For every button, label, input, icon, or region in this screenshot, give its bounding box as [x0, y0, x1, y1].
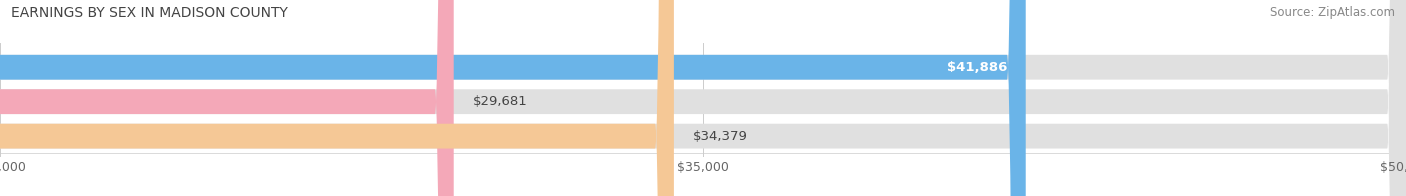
FancyBboxPatch shape: [0, 0, 1026, 196]
Text: $41,886: $41,886: [946, 61, 1007, 74]
FancyBboxPatch shape: [0, 0, 673, 196]
Text: $29,681: $29,681: [472, 95, 527, 108]
Text: $34,379: $34,379: [693, 130, 748, 143]
FancyBboxPatch shape: [0, 0, 454, 196]
Text: EARNINGS BY SEX IN MADISON COUNTY: EARNINGS BY SEX IN MADISON COUNTY: [11, 6, 288, 20]
Text: Source: ZipAtlas.com: Source: ZipAtlas.com: [1270, 6, 1395, 19]
